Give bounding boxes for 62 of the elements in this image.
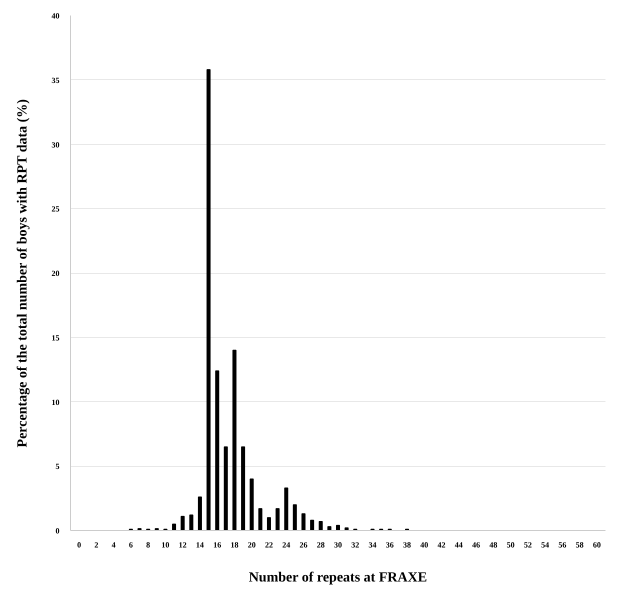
bar — [301, 513, 306, 530]
y-tick-label: 20 — [52, 269, 60, 278]
x-tick-label: 0 — [77, 540, 82, 550]
x-tick-label: 32 — [351, 540, 360, 550]
x-tick-label: 24 — [282, 540, 290, 550]
bar — [258, 508, 262, 530]
x-tick-label: 30 — [334, 540, 342, 550]
x-tick-label: 8 — [146, 540, 150, 550]
bar — [180, 516, 185, 530]
x-tick-label: 22 — [264, 540, 273, 550]
bar — [215, 370, 220, 530]
bar — [198, 496, 202, 530]
bar — [318, 520, 323, 530]
x-tick-label: 42 — [438, 540, 446, 550]
x-tick-label: 20 — [248, 540, 256, 550]
x-tick-label: 4 — [112, 540, 116, 550]
x-tick-label: 44 — [454, 540, 463, 550]
x-tick-label: 40 — [420, 540, 428, 550]
x-tick-label: 18 — [230, 540, 238, 550]
bar — [189, 514, 194, 530]
y-tick-label: 0 — [56, 526, 60, 536]
x-tick-label: 54 — [541, 540, 550, 550]
y-tick-label: 25 — [52, 204, 60, 214]
x-tick-label: 46 — [472, 540, 480, 550]
bar — [224, 446, 228, 530]
bar — [310, 520, 314, 530]
bar — [250, 478, 254, 530]
x-tick-label: 52 — [524, 540, 532, 550]
y-tick-label: 30 — [52, 140, 60, 150]
y-axis-title: Percentage of the total number of boys with RPT data (%) — [16, 98, 30, 448]
bar — [276, 508, 280, 530]
x-tick-label: 58 — [576, 540, 584, 550]
bar — [266, 517, 271, 530]
x-tick-label: 56 — [558, 540, 566, 550]
x-tick-label: 34 — [368, 540, 377, 550]
bar — [172, 524, 176, 530]
x-tick-label: 26 — [299, 540, 308, 550]
bar — [232, 350, 236, 530]
x-tick-label: 28 — [316, 540, 325, 550]
x-tick-label: 16 — [213, 540, 222, 550]
x-tick-label: 50 — [506, 540, 515, 550]
x-tick-label: 14 — [196, 540, 204, 550]
y-tick-label: 15 — [52, 333, 60, 342]
bar — [336, 524, 340, 530]
bar — [327, 526, 332, 530]
y-tick-label: 35 — [52, 76, 60, 85]
bar — [241, 446, 246, 530]
bar — [292, 504, 297, 530]
y-tick-label: 40 — [52, 12, 60, 20]
y-tick-label: 10 — [52, 398, 60, 407]
x-tick-label: 2 — [94, 540, 98, 550]
x-tick-label: 12 — [178, 540, 187, 550]
x-tick-label: 36 — [386, 540, 394, 550]
x-tick-label: 6 — [128, 540, 133, 550]
x-tick-label: 48 — [489, 540, 498, 550]
y-tick-label: 5 — [56, 462, 60, 472]
bar — [206, 69, 211, 530]
x-tick-label: 38 — [403, 540, 412, 550]
x-tick-label: 10 — [161, 540, 170, 550]
bar — [284, 488, 288, 530]
x-tick-label: 60 — [592, 540, 601, 550]
x-axis-title: Number of repeats at FRAXE — [248, 570, 428, 586]
